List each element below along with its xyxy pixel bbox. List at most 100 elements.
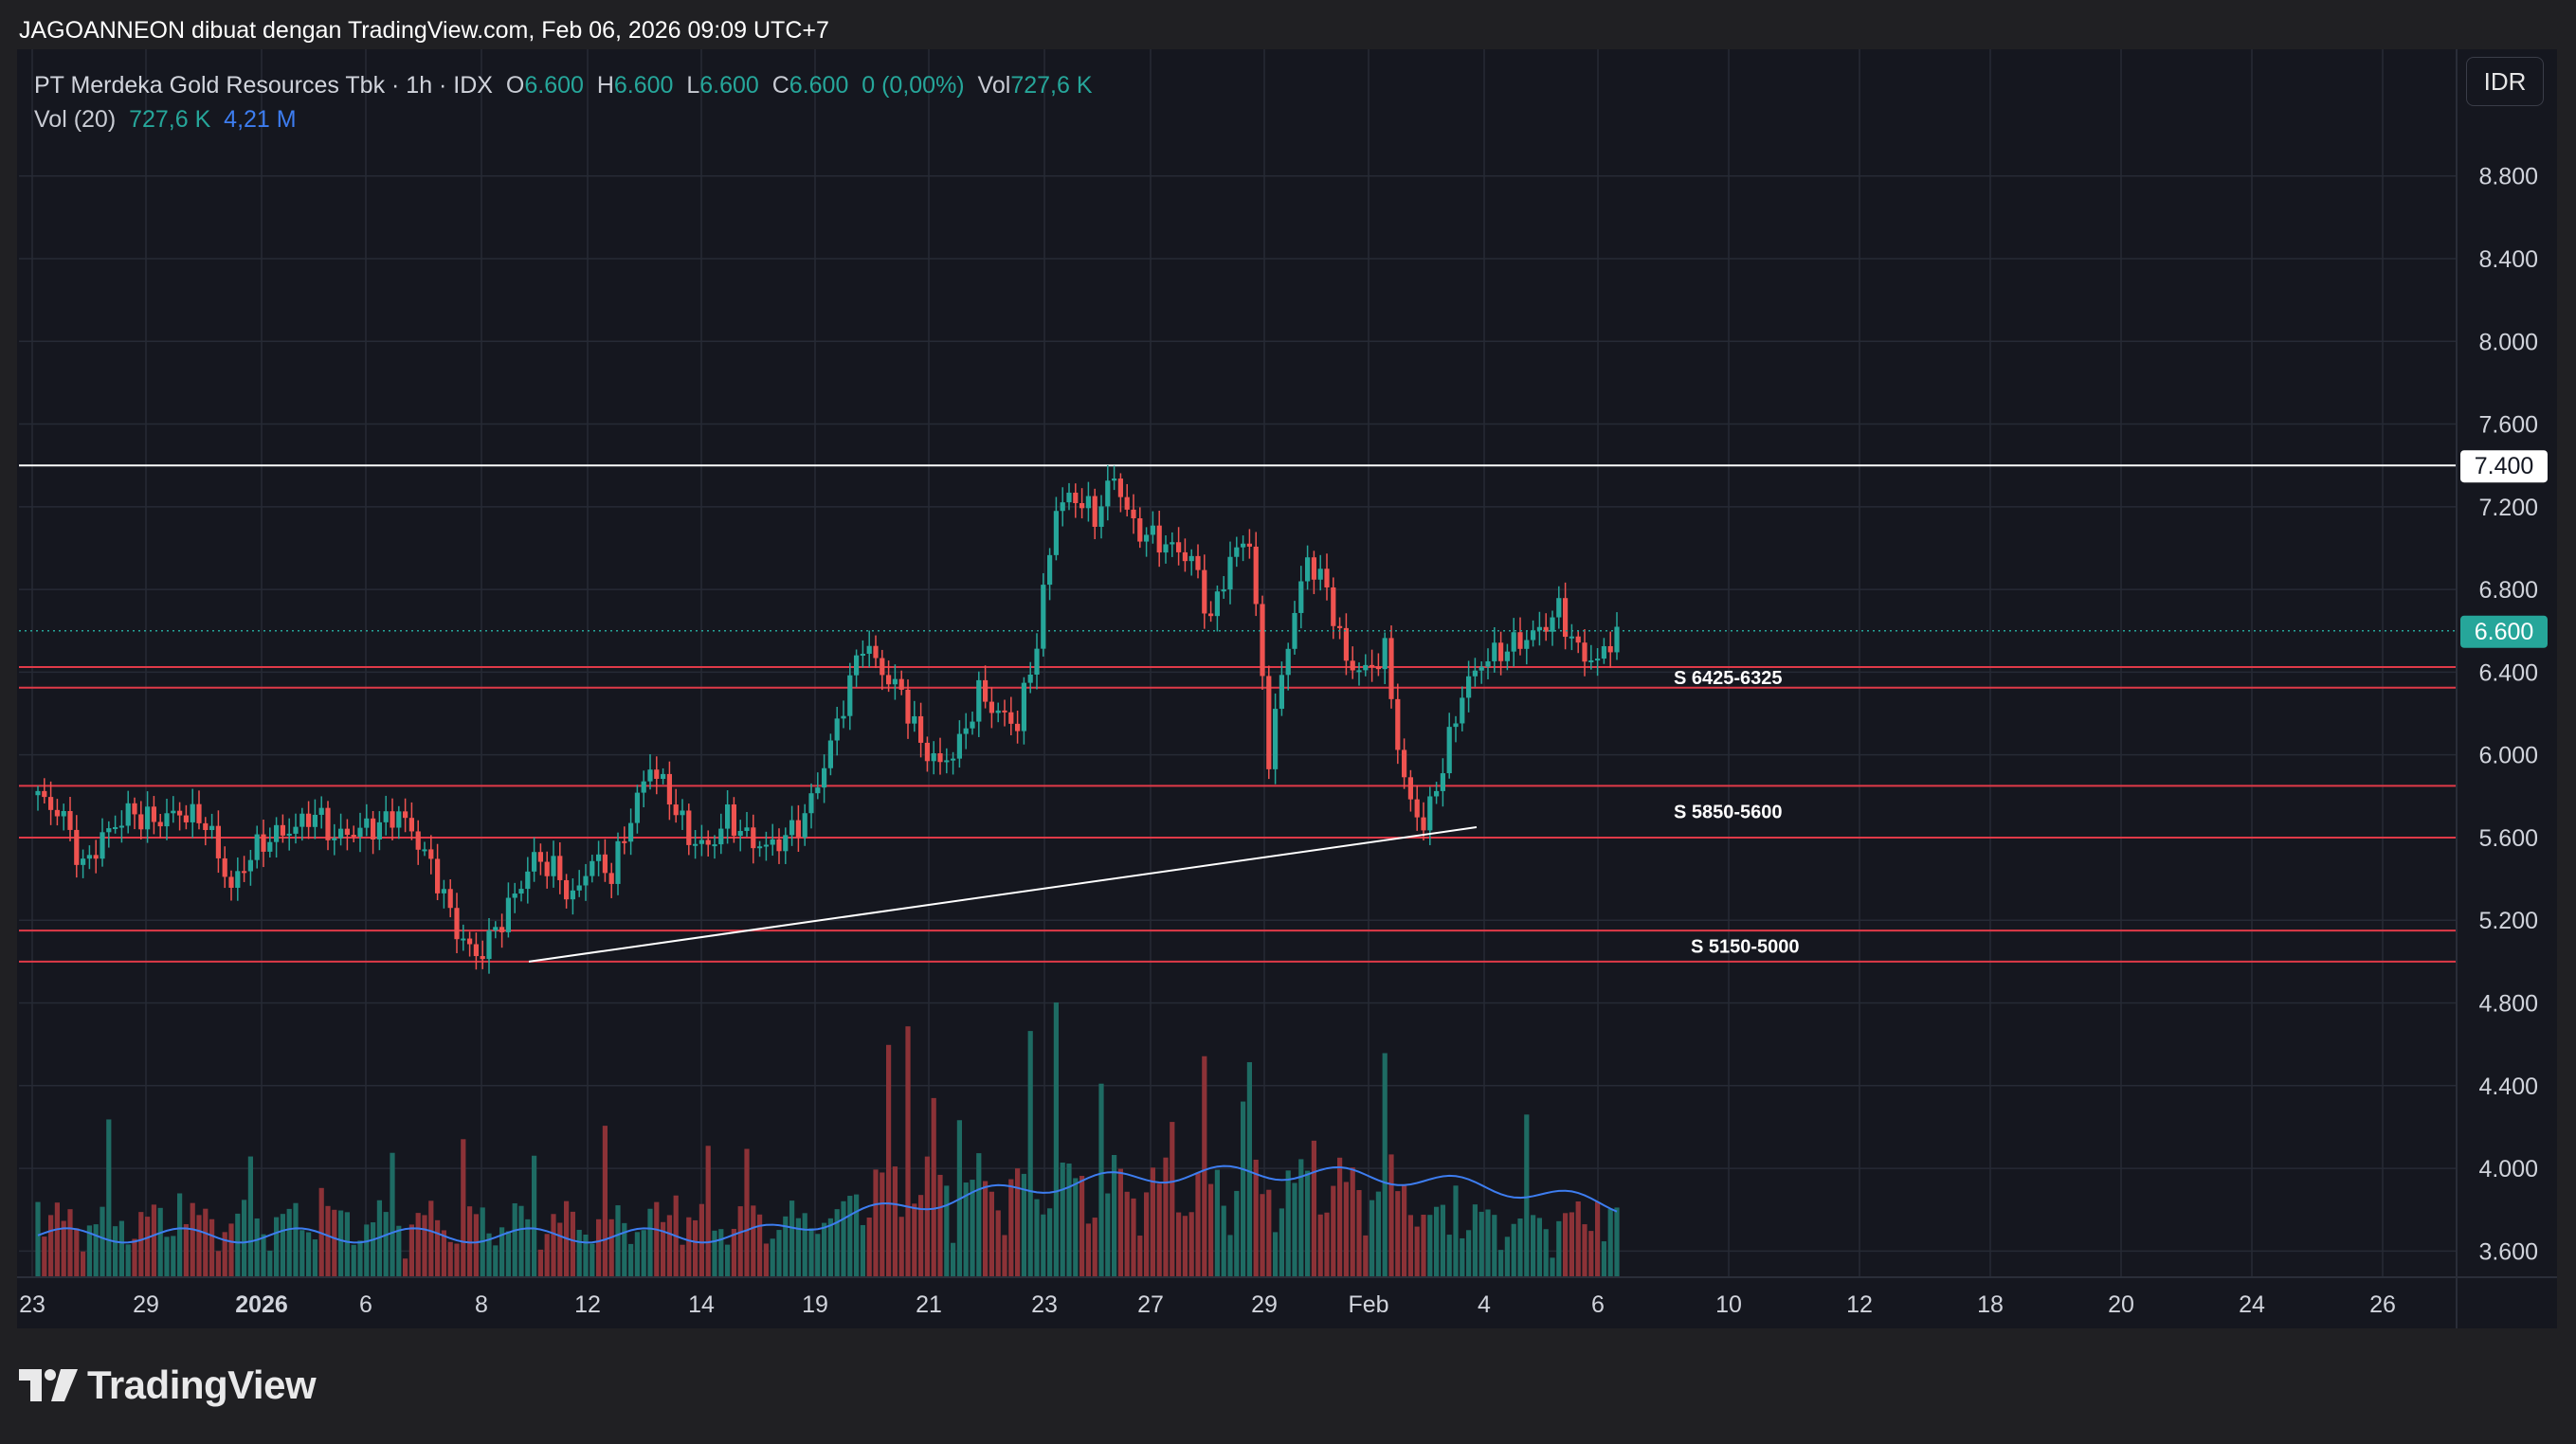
candle-body [680, 810, 685, 816]
legend-vol20-label[interactable]: Vol (20) [34, 106, 117, 133]
candle-body [898, 678, 904, 690]
volume-bar [132, 1238, 137, 1277]
candle-body [918, 715, 924, 743]
volume-bar [712, 1230, 717, 1277]
candle-body [254, 834, 260, 860]
candle-body [1370, 664, 1375, 667]
volume-bar [447, 1241, 453, 1277]
candle-body [151, 806, 156, 822]
candle-body [235, 871, 241, 888]
volume-bar [1260, 1194, 1265, 1277]
candle-body [1343, 627, 1349, 661]
candle-body [666, 773, 672, 805]
candle-body [525, 871, 531, 890]
currency-button[interactable]: IDR [2466, 57, 2544, 106]
volume-bar [351, 1244, 356, 1277]
volume-bar [1614, 1207, 1620, 1277]
volume-bar [383, 1212, 389, 1277]
candle-body [1131, 509, 1136, 519]
volume-bar [1124, 1191, 1130, 1277]
volume-bar [1370, 1200, 1375, 1277]
time-axis-tick: 4 [1478, 1291, 1491, 1318]
volume-bar [247, 1156, 253, 1277]
volume-bar [1163, 1157, 1169, 1277]
candle-body [1260, 604, 1265, 677]
candle-body [718, 828, 724, 845]
candle-body [86, 855, 92, 859]
candle-body [1112, 478, 1117, 481]
volume-bar [164, 1236, 170, 1277]
candle-body [1241, 543, 1246, 548]
candle-body [42, 790, 47, 798]
chart-panel[interactable]: S 6425-6325 S 5850-5600 S 5150-5000 8.800 8.… [17, 49, 2557, 1328]
volume-bar [286, 1208, 292, 1277]
volume-bar [486, 1233, 492, 1277]
candle-body [1421, 817, 1426, 831]
legend-open-value: 6.600 [524, 72, 584, 99]
legend-symbol[interactable]: PT Merdeka Gold Resources Tbk · 1h · IDX [34, 72, 493, 99]
candle-body [1395, 698, 1401, 750]
volume-bar [1517, 1218, 1523, 1277]
volume-bar [1221, 1205, 1226, 1277]
volume-bar [1350, 1167, 1355, 1277]
candle-body [441, 889, 446, 893]
candle-body [357, 827, 363, 838]
candle-body [1472, 670, 1478, 677]
candle-body [970, 721, 975, 729]
candle-body [493, 927, 499, 931]
candle-body [1350, 660, 1355, 671]
volume-bar [1008, 1179, 1014, 1277]
volume-bar [151, 1204, 156, 1277]
candle-body [215, 825, 221, 858]
candle-body [1550, 617, 1555, 632]
volume-bar [1073, 1178, 1079, 1277]
price-axis-tick: 6.400 [2478, 659, 2538, 686]
volume-bar [267, 1250, 273, 1277]
time-axis-tick: Feb [1348, 1291, 1388, 1318]
candle-body [1253, 546, 1259, 605]
candle-body [1246, 543, 1252, 547]
volume-bar [183, 1223, 189, 1277]
candle-body [924, 742, 930, 762]
volume-bar [325, 1205, 331, 1277]
volume-bar [944, 1185, 950, 1277]
legend-row-volume: Vol (20) 727,6 K 4,21 M [34, 102, 1093, 136]
volume-bar [583, 1234, 589, 1277]
volume-bar [898, 1217, 904, 1277]
volume-bar [435, 1219, 441, 1277]
volume-bar [641, 1230, 646, 1277]
volume-bar [1227, 1235, 1233, 1277]
volume-bar [196, 1215, 202, 1277]
candle-body [963, 728, 969, 734]
tradingview-logo[interactable]: TradingView [19, 1363, 317, 1408]
volume-bar [551, 1214, 556, 1277]
volume-bar [1331, 1185, 1336, 1277]
price-axis-tick: 8.000 [2478, 329, 2538, 355]
trendline[interactable] [528, 826, 1478, 963]
candle-body [222, 857, 227, 877]
candle-body [1208, 613, 1214, 617]
volume-bar [1098, 1083, 1104, 1277]
time-axis-tick: 20 [2108, 1291, 2134, 1318]
candle-body [1575, 636, 1581, 643]
price-axis-tick: 8.400 [2478, 246, 2538, 273]
candle-body [1595, 659, 1601, 661]
resistance-price-label-box [2460, 450, 2548, 483]
volume-bar [428, 1200, 434, 1277]
candle-body [1066, 492, 1072, 503]
price-chart[interactable]: S 6425-6325 S 5850-5600 S 5150-5000 8.800 8.… [17, 49, 2557, 1328]
volume-bar [1105, 1193, 1111, 1277]
candle-body [673, 804, 679, 816]
volume-bar [931, 1097, 936, 1277]
volume-bar [42, 1236, 47, 1277]
volume-bar [306, 1232, 312, 1277]
volume-bar [596, 1218, 602, 1277]
candle-body [1137, 518, 1143, 542]
candle-body [1202, 569, 1207, 614]
volume-bar [396, 1225, 402, 1277]
candle-body [1414, 799, 1420, 818]
volume-bar [1402, 1184, 1407, 1277]
volume-bar [789, 1200, 795, 1277]
volume-bar [67, 1209, 73, 1277]
candle-body [802, 813, 807, 838]
